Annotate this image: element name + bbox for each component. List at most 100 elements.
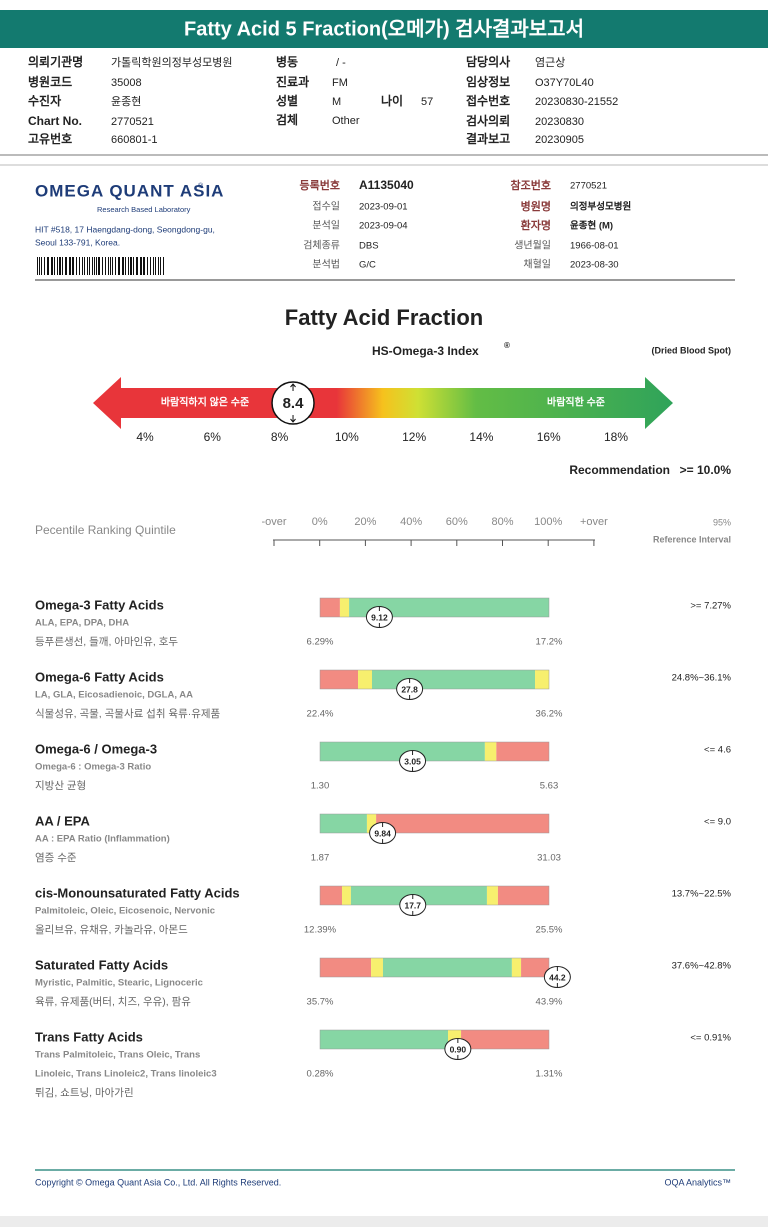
field-value: / - (336, 57, 346, 69)
row-foods: 올리브유, 유채유, 카놀라유, 아몬드 (35, 924, 188, 936)
value-label: 44.2 (549, 972, 566, 982)
barcode-bar (76, 257, 77, 275)
row-subtitle: Omega-6 : Omega-3 Ratio (35, 762, 151, 773)
row-name: AA / EPA (35, 813, 91, 828)
gauge-tick-label: 18% (604, 430, 628, 444)
value-marker (543, 966, 571, 988)
barcode-bar (110, 257, 111, 275)
row-subtitle: Trans Palmitoleic, Trans Oleic, Trans (35, 1050, 200, 1061)
barcode-bar (89, 257, 90, 275)
range-zone (366, 814, 377, 833)
row-foods: 식물성유, 곡물, 곡물사료 섭취 육류·유제품 (35, 708, 221, 720)
value-label: 17.7 (404, 900, 421, 910)
value-label: 9.84 (374, 828, 391, 838)
row-name: Trans Fatty Acids (35, 1029, 143, 1044)
barcode-bar (163, 257, 164, 275)
range-zone (535, 670, 549, 689)
range-low: 22.4% (307, 709, 334, 720)
barcode-bar (160, 257, 161, 275)
field-value: 57 (421, 96, 433, 108)
lab-value: G/C (359, 260, 376, 271)
range-zone (320, 670, 359, 689)
lab-value: 2023-09-01 (359, 202, 408, 213)
field-value: 윤종현 (111, 95, 141, 108)
field-label: 나이 (381, 93, 403, 108)
field-label: 임상정보 (466, 74, 510, 89)
brand: OQA Analytics™ (664, 1177, 731, 1187)
field-value: 20230830 (535, 116, 584, 128)
row-subtitle: Myristic, Palmitic, Stearic, Lignoceric (35, 978, 203, 989)
marker-arrow (290, 383, 296, 423)
range-zone (461, 1030, 549, 1049)
percentile-label: 80% (491, 516, 513, 528)
barcode-bar (133, 257, 134, 275)
range-zone (349, 598, 549, 617)
title-banner (0, 10, 768, 48)
row-foods: 지방산 균형 (35, 780, 86, 792)
index-mark: ® (504, 341, 510, 350)
field-label: 고유번호 (28, 131, 72, 146)
barcode (37, 257, 164, 275)
range-zone (320, 958, 372, 977)
field-value: FM (332, 77, 348, 89)
range-high: 36.2% (536, 709, 563, 720)
field-value: 2770521 (111, 116, 154, 128)
barcode-bar (105, 257, 106, 275)
row-reference: <= 0.91% (690, 1033, 731, 1044)
range-high: 43.9% (536, 997, 563, 1008)
range-frame (319, 669, 550, 690)
gauge-tick-label: 8% (271, 430, 289, 444)
value-label: 0.90 (450, 1044, 467, 1054)
field-label: 검체 (276, 112, 298, 127)
range-zone (376, 814, 549, 833)
barcode-bar (125, 257, 126, 275)
logo-mark: ® (198, 182, 204, 190)
report-title: Fatty Acid 5 Fraction(오메가) 검사결과보고서 (184, 17, 584, 40)
range-zone (320, 886, 342, 905)
row-subtitle: Palmitoleic, Oleic, Eicosenoic, Nervonic (35, 906, 215, 917)
field-value: M (332, 96, 341, 108)
barcode-bar (92, 257, 93, 275)
value-marker (399, 894, 427, 916)
gauge-right-label: 바람직한 수준 (547, 396, 605, 409)
barcode-bar (128, 257, 129, 275)
barcode-bar (65, 257, 67, 275)
lab-label: 등록번호 (300, 178, 340, 192)
range-frame (319, 885, 550, 906)
percentile-label: 60% (446, 516, 468, 528)
lab-label: 참조번호 (511, 178, 551, 192)
range-zone (486, 886, 498, 905)
lab-value: 2023-08-30 (570, 260, 619, 271)
range-zone (497, 886, 549, 905)
field-value: 염근상 (535, 56, 565, 69)
percentile-label: 100% (534, 516, 562, 528)
field-value: 가톨릭학원의정부성모병원 (111, 56, 232, 69)
range-high: 1.31% (536, 1069, 563, 1080)
field-label: 진료과 (276, 74, 309, 89)
range-high: 25.5% (536, 925, 563, 936)
row-reference: <= 4.6 (704, 745, 731, 756)
lab-address: Seoul 133-791, Korea. (35, 237, 120, 247)
range-low: 6.29% (307, 637, 334, 648)
percentile-label: 40% (400, 516, 422, 528)
range-zone (521, 958, 549, 977)
range-zone (358, 670, 372, 689)
recommendation-value: >= 10.0% (680, 463, 732, 477)
row-name: Saturated Fatty Acids (35, 957, 168, 972)
value-label: 9.12 (371, 612, 388, 622)
copyright: Copyright © Omega Quant Asia Co., Ltd. A… (35, 1177, 281, 1187)
barcode-bar (47, 257, 49, 275)
range-low: 1.87 (311, 853, 330, 864)
barcode-bar (57, 257, 58, 275)
barcode-bar (59, 257, 61, 275)
field-label: 담당의사 (466, 54, 510, 69)
lab-address: HIT #518, 17 Haengdang-dong, Seongdong-g… (35, 224, 215, 234)
range-frame (319, 957, 550, 978)
range-frame (319, 813, 550, 834)
lab-value: DBS (359, 241, 379, 252)
gauge: 4% 6% 8% 10% 12% 14% 16% 18% 8.4 (136, 381, 628, 444)
row-subtitle: ALA, EPA, DPA, DHA (35, 618, 129, 629)
row-foods: 튀김, 쇼트닝, 마아가린 (35, 1087, 134, 1099)
gauge-arrow (93, 377, 673, 429)
field-label: 접수번호 (466, 93, 510, 108)
